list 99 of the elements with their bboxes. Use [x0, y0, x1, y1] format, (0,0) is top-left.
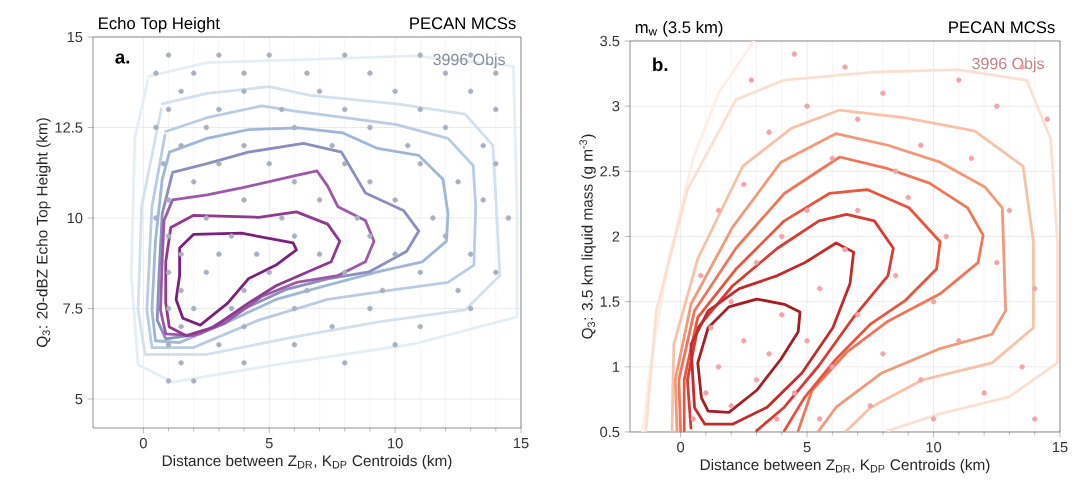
point [943, 233, 949, 240]
y-tick-label: 2.5 [600, 166, 620, 177]
chart-title: m$_{w}$ (3.5 km) [635, 20, 723, 37]
x-tick-label: 5 [265, 438, 273, 449]
x-tick-label: 10 [388, 438, 403, 449]
line-series [145, 104, 478, 350]
point [994, 103, 1000, 109]
point [867, 403, 873, 409]
annotation: b. [653, 57, 668, 72]
point [968, 155, 975, 161]
point [854, 312, 861, 318]
point [779, 312, 785, 318]
point [854, 116, 861, 122]
y-tick-label: 12.5 [55, 122, 83, 133]
point [1032, 416, 1038, 422]
point [748, 77, 755, 83]
point [791, 390, 798, 396]
line-series [673, 132, 1008, 432]
y-tick-label: 5 [75, 393, 83, 405]
point [817, 285, 823, 292]
line-series [677, 155, 985, 432]
line-series [159, 169, 376, 338]
point [766, 351, 772, 357]
x-tick-label: 0 [139, 438, 147, 449]
point [728, 403, 734, 409]
point [892, 272, 899, 279]
line-series [682, 188, 942, 432]
point [715, 207, 722, 214]
line-series [174, 231, 298, 327]
point [918, 377, 924, 383]
y-tick-label: 1 [612, 361, 620, 372]
y-tick-label: 15 [67, 31, 83, 43]
point [994, 259, 1000, 266]
chart-subtitle: PECAN MCSs [949, 21, 1055, 34]
point [741, 181, 747, 188]
x-axis-title: Distance between Z$_{DR}$, K$_{DP}$ Centroids (km) [700, 458, 990, 474]
y-tick-label: 3 [612, 100, 620, 112]
point [774, 416, 780, 422]
annotation: 3996 Objs [433, 53, 505, 69]
point [892, 168, 899, 174]
line-series [164, 210, 342, 338]
x-tick-label: 0 [677, 442, 685, 453]
point [715, 364, 722, 370]
y-tick-label: 3.5 [600, 35, 620, 47]
line-series [696, 297, 802, 414]
point [829, 364, 836, 370]
point [817, 416, 823, 422]
x-tick-label: 15 [513, 438, 529, 449]
point [728, 298, 734, 305]
point [854, 207, 861, 214]
point [829, 155, 836, 161]
point [753, 259, 760, 266]
annotation: a. [115, 53, 130, 64]
annotation: 3996 Objs [972, 57, 1044, 73]
point [1044, 116, 1051, 122]
point [842, 64, 848, 70]
point [1019, 364, 1025, 370]
chart-subtitle: PECAN MCSs [410, 17, 516, 30]
y-tick-label: 2 [612, 231, 620, 242]
line-series [136, 85, 502, 356]
point [905, 194, 911, 201]
point [804, 103, 810, 109]
point [956, 338, 962, 344]
x-tick-label: 10 [926, 442, 942, 453]
point [708, 325, 714, 331]
point [766, 129, 772, 135]
point [804, 207, 810, 214]
point [741, 338, 747, 344]
point [1032, 285, 1038, 292]
point [880, 90, 886, 96]
point [753, 377, 760, 383]
point [918, 142, 924, 148]
point [1006, 207, 1013, 214]
line-series [689, 241, 855, 426]
y-tick-label: 10 [67, 212, 83, 224]
line-series [686, 212, 895, 432]
y-tick-label: 1.5 [600, 296, 620, 307]
point [880, 351, 886, 357]
point [804, 338, 810, 344]
line-series [670, 108, 1035, 432]
point [690, 416, 696, 422]
point [981, 390, 987, 396]
x-axis-title: Distance between Z$_{DR}$, K$_{DP}$ Centroids (km) [162, 454, 452, 470]
point [698, 272, 704, 279]
chart-title: Echo Top Height [99, 16, 220, 33]
point [930, 298, 937, 305]
line-series [150, 126, 450, 344]
y-axis-title: Q$_{3}$: 20-dBZ Echo Top Height (km) [36, 118, 51, 347]
point [930, 416, 937, 422]
point [956, 77, 962, 83]
y-tick-label: 7.5 [63, 303, 83, 314]
point [791, 51, 798, 57]
x-tick-label: 15 [1052, 442, 1068, 453]
point [842, 246, 848, 253]
x-tick-label: 5 [803, 442, 811, 453]
point [779, 233, 785, 240]
y-tick-label: 0.5 [600, 426, 620, 438]
point [703, 390, 709, 396]
y-axis-title: Q$_{3}$: 3.5 km liquid mass (g m$^{-3}$) [579, 134, 596, 339]
